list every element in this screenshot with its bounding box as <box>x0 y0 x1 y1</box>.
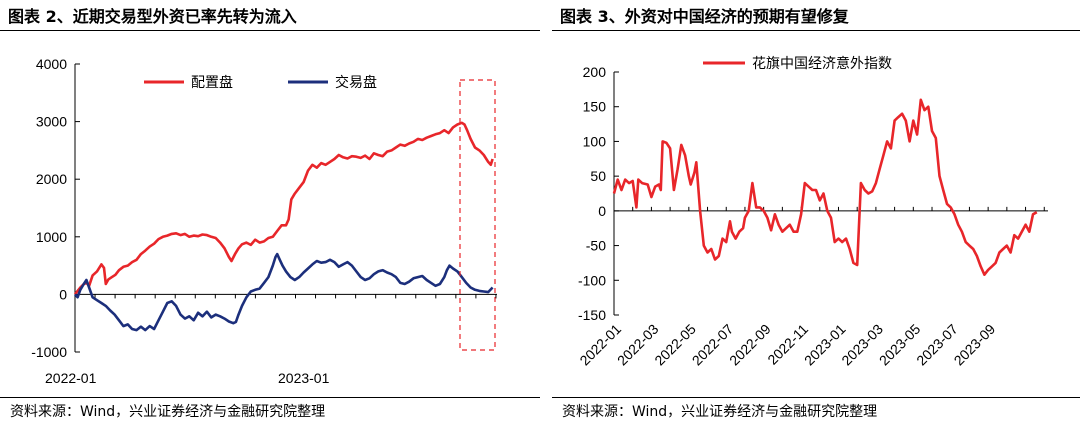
source-note: 资料来源：Wind，兴业证券经济与金融研究院整理 <box>10 404 326 420</box>
highlight-box <box>459 79 496 351</box>
legend-label: 交易盘 <box>335 74 377 91</box>
y-tick-label: 100 <box>583 133 607 149</box>
y-tick-label: 4000 <box>36 56 67 72</box>
y-tick-label: 0 <box>598 203 606 219</box>
x-tick-label: 2022-09 <box>726 321 774 369</box>
y-tick-label: -100 <box>578 272 606 288</box>
right-chart-panel: 图表 3、外资对中国经济的预期有望修复 -150 -100 -50 0 50 100 150… <box>552 0 1080 425</box>
y-tick-label: 2000 <box>36 171 67 187</box>
legend-label: 花旗中国经济意外指数 <box>752 55 892 72</box>
source-rule <box>552 397 1080 398</box>
y-tick-label: 1000 <box>36 229 67 245</box>
y-tick-label: 200 <box>583 64 607 80</box>
chart-title: 图表 2、近期交易型外资已率先转为流入 <box>8 7 297 26</box>
source-rule <box>0 397 540 398</box>
legend-label: 配置盘 <box>191 74 233 91</box>
x-tick-label: 2022-01 <box>45 370 97 386</box>
title-rule <box>552 30 1080 31</box>
title-rule <box>0 30 540 31</box>
x-tick-label: 2023-09 <box>951 321 999 369</box>
series-line-citi-index <box>612 98 1038 276</box>
chart-title: 图表 3、外资对中国经济的预期有望修复 <box>560 7 849 26</box>
y-tick-label: 50 <box>590 168 606 184</box>
y-tick-label: 0 <box>59 286 67 302</box>
y-tick-label: 3000 <box>36 114 67 130</box>
source-note: 资料来源：Wind，兴业证券经济与金融研究院整理 <box>562 404 878 420</box>
y-tick-label: -1000 <box>31 344 67 360</box>
y-tick-label: -150 <box>578 307 606 323</box>
x-tick-label: 2023-01 <box>278 370 330 386</box>
left-chart-panel: 图表 2、近期交易型外资已率先转为流入 -1000 0 1000 2000 3000 40… <box>0 7 540 420</box>
series-line-trading <box>74 252 494 332</box>
left-chart-svg: -1000 0 1000 2000 3000 4000 2022-01 2023-01 配置盘 交… <box>31 56 497 386</box>
series-line-allocation <box>73 121 494 296</box>
right-chart-svg: -150-100-500501001502002022-012022-03202… <box>576 55 1048 369</box>
y-tick-label: -50 <box>586 238 606 254</box>
y-tick-label: 150 <box>583 99 607 115</box>
